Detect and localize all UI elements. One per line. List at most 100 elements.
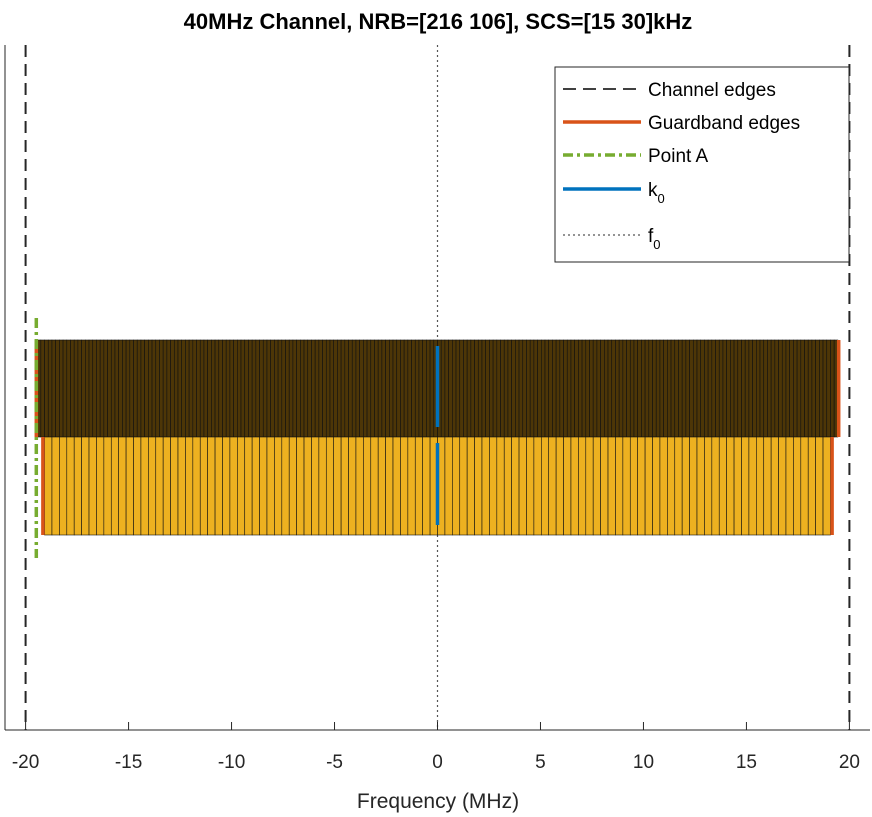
- x-tick-label: -20: [12, 752, 39, 773]
- resource-block: [148, 339, 153, 438]
- resource-block: [233, 339, 238, 438]
- resource-block: [244, 436, 253, 536]
- resource-block: [507, 339, 512, 438]
- x-tick-label: 5: [535, 752, 546, 773]
- resource-block: [622, 339, 627, 438]
- resource-block: [796, 339, 802, 438]
- carrier-15khz: [36, 339, 839, 438]
- legend-box: [554, 66, 850, 263]
- resource-block: [615, 339, 620, 438]
- resource-block: [704, 339, 709, 438]
- resource-block: [125, 339, 131, 438]
- resource-block: [259, 436, 268, 536]
- resource-block: [240, 339, 246, 438]
- resource-block: [214, 339, 220, 438]
- resource-block: [151, 339, 157, 438]
- resource-block: [92, 339, 97, 438]
- resource-block: [763, 436, 772, 536]
- resource-block: [748, 436, 757, 536]
- resource-block: [718, 436, 727, 536]
- resource-block: [199, 339, 205, 438]
- resource-block: [681, 339, 687, 438]
- legend-label: Guardband edges: [648, 113, 800, 134]
- resource-block: [711, 436, 720, 536]
- resource-block: [685, 339, 690, 438]
- resource-block: [211, 339, 216, 438]
- resource-block: [285, 339, 290, 438]
- resource-block: [552, 339, 557, 438]
- resource-block: [85, 339, 90, 438]
- resource-block: [422, 339, 427, 438]
- resource-block: [222, 339, 227, 438]
- resource-block: [274, 436, 283, 536]
- resource-block: [88, 436, 97, 536]
- resource-block: [51, 436, 60, 536]
- resource-block: [726, 339, 731, 438]
- resource-block: [667, 436, 676, 536]
- resource-block: [489, 436, 498, 536]
- resource-block: [744, 339, 750, 438]
- resource-block: [722, 339, 727, 438]
- resource-block: [426, 339, 431, 438]
- resource-block: [704, 436, 713, 536]
- resource-block: [689, 339, 694, 438]
- resource-block: [585, 339, 590, 438]
- resource-block: [370, 436, 379, 536]
- resource-block: [170, 436, 179, 536]
- resource-block: [59, 339, 64, 438]
- resource-block: [667, 339, 672, 438]
- resource-block: [540, 436, 550, 536]
- resource-block: [767, 339, 772, 438]
- resource-block: [604, 339, 609, 438]
- resource-block: [363, 436, 372, 536]
- resource-block: [615, 436, 624, 536]
- resource-block: [181, 339, 186, 438]
- resource-block: [748, 339, 753, 438]
- x-tick-label: -10: [218, 752, 245, 773]
- resource-block: [752, 339, 757, 438]
- resource-block: [155, 339, 160, 438]
- resource-block: [392, 339, 398, 438]
- resource-block: [140, 339, 145, 438]
- resource-block: [288, 339, 294, 438]
- resource-block: [403, 339, 409, 438]
- resource-block: [407, 436, 416, 536]
- resource-block: [529, 339, 535, 438]
- x-axis: -20 -15 -10 -5 0 5 10 15 20: [4, 45, 870, 773]
- resource-block: [96, 339, 101, 438]
- resource-block: [118, 436, 127, 536]
- resource-block: [355, 339, 360, 438]
- resource-block: [118, 339, 123, 438]
- plot-area: [24, 45, 851, 730]
- resource-block: [515, 339, 520, 438]
- resource-block: [781, 339, 787, 438]
- resource-block: [822, 436, 831, 536]
- x-tick-label: 20: [839, 752, 860, 773]
- resource-block: [114, 339, 119, 438]
- legend-label-subscript: 0: [658, 191, 665, 206]
- resource-block: [47, 339, 53, 438]
- resource-block: [255, 339, 260, 438]
- resource-block: [518, 436, 527, 536]
- resource-block: [800, 339, 805, 438]
- resource-block: [348, 436, 357, 536]
- resource-block: [815, 339, 820, 438]
- x-axis-label: Frequency (MHz): [357, 790, 519, 813]
- resource-block: [819, 339, 824, 438]
- resource-block: [715, 339, 720, 438]
- resource-block: [136, 339, 142, 438]
- resource-block: [681, 436, 690, 536]
- resource-block: [696, 436, 705, 536]
- resource-block: [62, 339, 68, 438]
- legend-label-subscript: 0: [653, 237, 660, 252]
- resource-block: [511, 436, 520, 536]
- resource-block: [110, 436, 119, 536]
- resource-block: [733, 436, 742, 536]
- resource-block: [281, 436, 290, 536]
- resource-block: [70, 339, 75, 438]
- resource-block: [548, 436, 557, 536]
- resource-block: [237, 339, 242, 438]
- resource-block: [259, 339, 264, 438]
- resource-block: [170, 339, 175, 438]
